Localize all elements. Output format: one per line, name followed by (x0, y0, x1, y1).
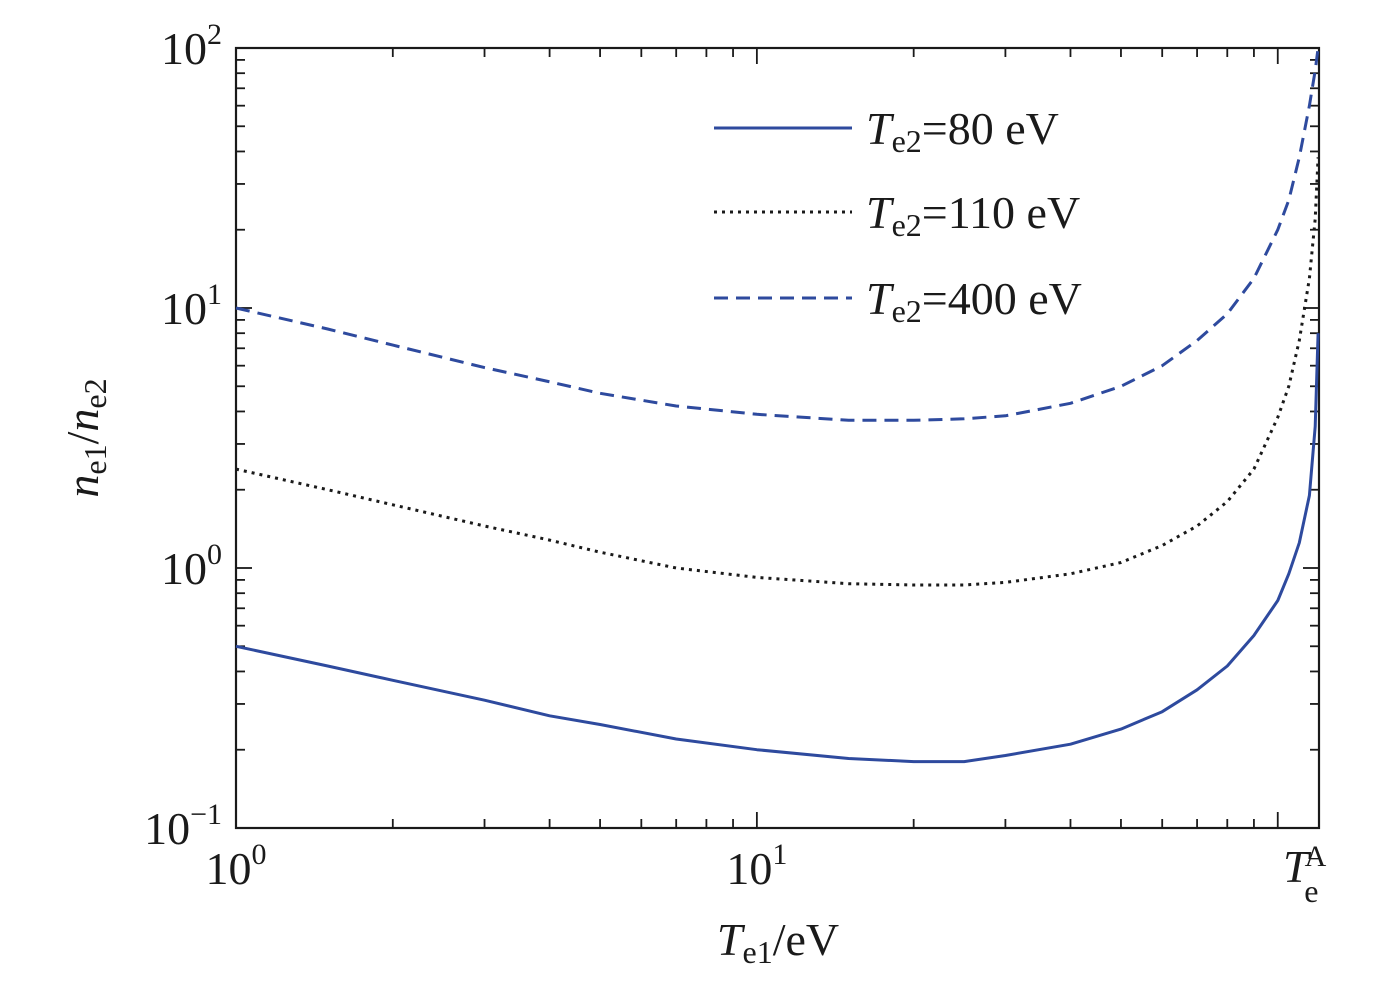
legend-item-80ev: Te2=80 eV (714, 103, 1059, 159)
x-tick-label: 101 (726, 838, 787, 894)
plot-frame (234, 46, 1321, 830)
x-axis-end-label: TA e (1283, 840, 1327, 909)
x-axis-label: Te1/eV (717, 914, 839, 970)
legend-label-400ev: Te2=400 eV (866, 273, 1082, 329)
y-tick-label: 102 (161, 18, 222, 74)
x-tick-label: 100 (206, 838, 267, 894)
y-axis-label: ne1/ne2 (57, 378, 113, 497)
series-line-0 (235, 333, 1320, 764)
y-tick-label: 101 (161, 278, 222, 334)
series-layer (235, 47, 1320, 764)
y-tick-label: 10−1 (144, 798, 222, 854)
legend: Te2=80 eV Te2=110 eV Te2=400 eV (714, 103, 1082, 329)
series-line-1 (235, 157, 1320, 587)
y-tick-label: 100 (161, 538, 222, 594)
legend-item-400ev: Te2=400 eV (714, 273, 1082, 329)
legend-label-110ev: Te2=110 eV (866, 187, 1080, 243)
legend-label-80ev: Te2=80 eV (866, 103, 1059, 159)
axis-ticks (235, 47, 1319, 829)
legend-item-110ev: Te2=110 eV (714, 187, 1080, 243)
series-line-2 (235, 47, 1320, 422)
